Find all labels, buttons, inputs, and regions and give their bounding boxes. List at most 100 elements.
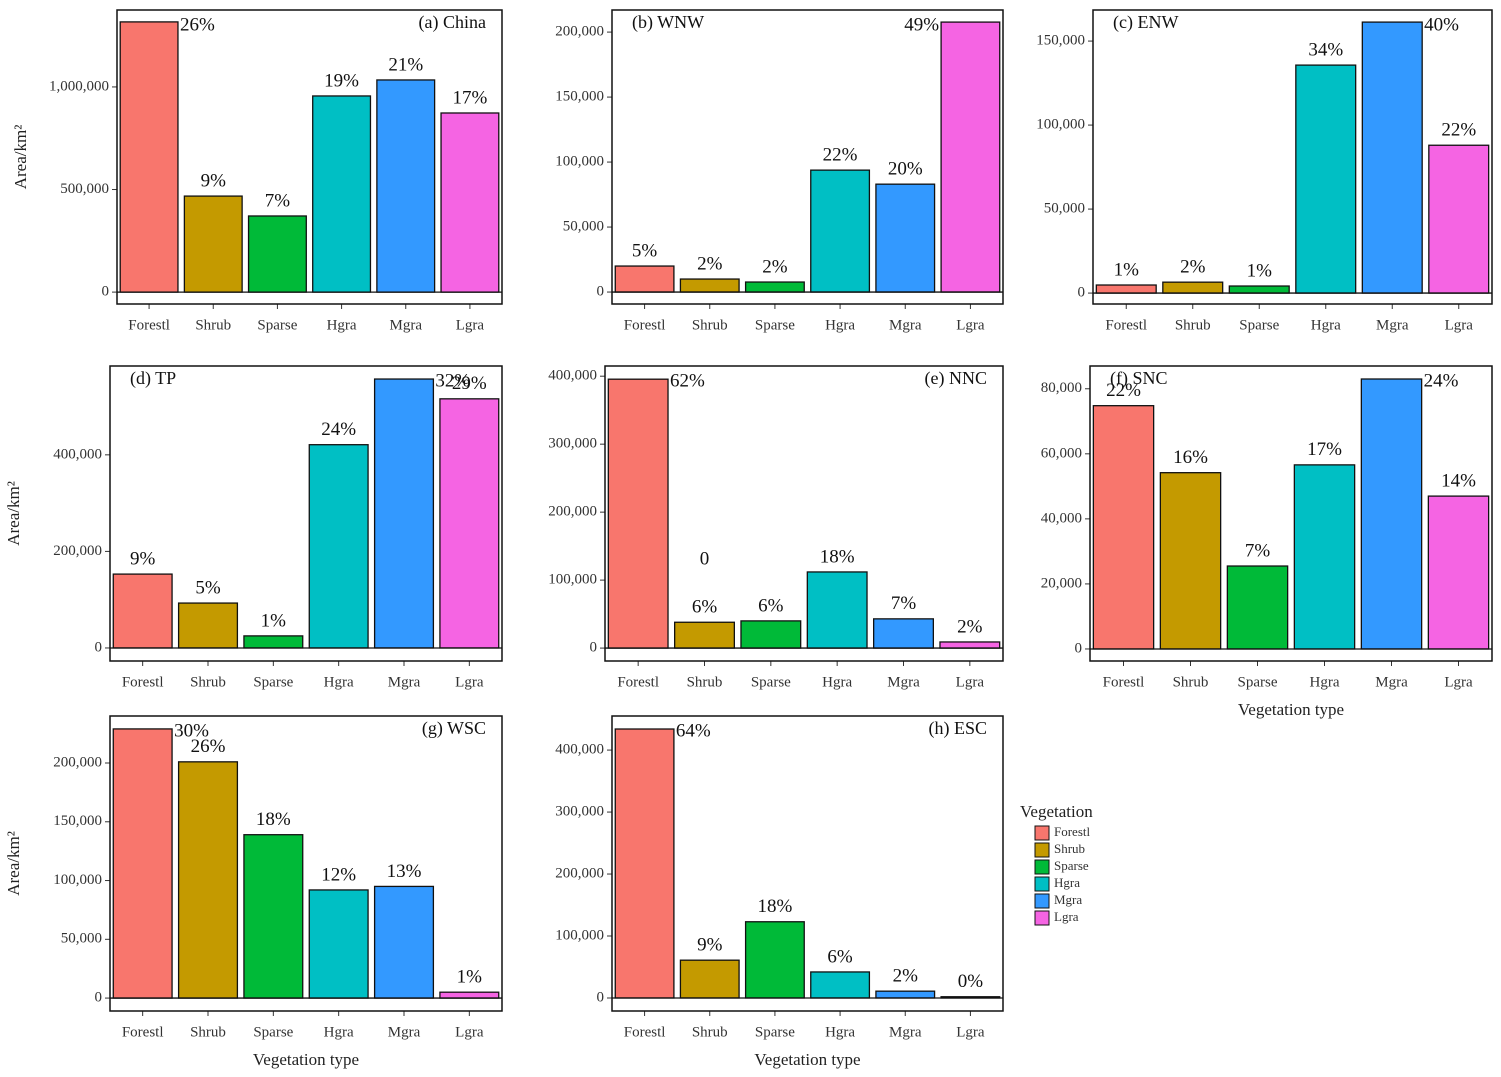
bar — [177, 761, 239, 999]
panel-title: (b) WNW — [632, 12, 704, 33]
y-tick-label: 200,000 — [555, 24, 604, 40]
y-tick-label: 0 — [590, 640, 598, 656]
percent-label: 22% — [823, 144, 858, 165]
x-tick-label: Hgra — [1311, 317, 1341, 333]
panel-frame — [604, 365, 1004, 662]
bar — [243, 834, 304, 999]
bar — [308, 889, 369, 999]
y-tick-label: 100,000 — [555, 927, 604, 943]
bar — [875, 183, 936, 293]
percent-label: 6% — [827, 946, 853, 967]
y-tick-label: 200,000 — [555, 865, 604, 881]
percent-label: 17% — [1307, 439, 1342, 460]
x-tick-label: Hgra — [822, 674, 852, 690]
x-tick-label: Mgra — [889, 317, 922, 333]
y-tick-label: 50,000 — [563, 218, 604, 234]
percent-label: 24% — [1424, 370, 1459, 391]
panel-frame — [116, 9, 503, 305]
y-tick-label: 20,000 — [1041, 575, 1082, 591]
y-tick-label: 0 — [102, 284, 110, 300]
x-tick-label: Shrub — [190, 1024, 226, 1040]
x-tick-label: Sparse — [755, 1024, 795, 1040]
x-tick-label: Lgra — [455, 674, 484, 690]
bar — [939, 641, 1001, 649]
percent-label: 2% — [1180, 257, 1206, 278]
y-tick-label: 40,000 — [1041, 510, 1082, 526]
bar — [940, 21, 1001, 293]
x-tick-label: Lgra — [1444, 674, 1473, 690]
bar — [243, 635, 304, 649]
bar — [614, 265, 675, 293]
bar — [440, 112, 500, 293]
x-tick-label: Forestl — [624, 317, 666, 333]
legend-label: Mgra — [1054, 892, 1082, 907]
x-tick-label: Lgra — [455, 1024, 484, 1040]
x-axis-label: Vegetation type — [754, 1050, 860, 1069]
x-tick-label: Shrub — [687, 674, 723, 690]
percent-label: 17% — [453, 87, 488, 108]
panel-title: (f) SNC — [1110, 368, 1168, 389]
percent-label: 7% — [1245, 540, 1271, 561]
percent-label: 9% — [130, 548, 156, 569]
percent-label: 40% — [1424, 14, 1459, 35]
x-tick-label: Sparse — [1238, 674, 1278, 690]
x-tick-label: Hgra — [324, 1024, 354, 1040]
percent-label: 22% — [1441, 120, 1476, 141]
y-tick-label: 500,000 — [60, 181, 109, 197]
x-tick-label: Mgra — [388, 674, 421, 690]
bar — [1159, 472, 1222, 650]
bar — [810, 971, 871, 999]
bar — [247, 215, 307, 293]
x-tick-label: Shrub — [1173, 674, 1209, 690]
bar — [177, 602, 239, 649]
legend-swatch — [1034, 825, 1050, 841]
percent-label: 62% — [670, 370, 705, 391]
x-tick-label: Sparse — [253, 674, 293, 690]
x-tick-label: Forestl — [122, 1024, 164, 1040]
x-tick-label: Hgra — [324, 674, 354, 690]
bar — [1295, 64, 1357, 294]
bar — [1095, 284, 1157, 294]
x-tick-label: Shrub — [1175, 317, 1211, 333]
percent-label: 1% — [261, 610, 287, 631]
x-tick-label: Shrub — [190, 674, 226, 690]
bar — [112, 728, 173, 999]
bar — [607, 378, 669, 649]
bar — [806, 571, 868, 649]
legend-label: Hgra — [1054, 875, 1080, 890]
x-tick-label: Lgra — [956, 1024, 985, 1040]
percent-label: 26% — [180, 14, 215, 35]
percent-label: 19% — [324, 70, 359, 91]
x-tick-label: Lgra — [456, 317, 485, 333]
y-tick-label: 1,000,000 — [49, 78, 109, 94]
percent-label: 5% — [195, 577, 221, 598]
bar — [119, 21, 179, 293]
bar — [679, 959, 740, 999]
bar — [312, 95, 372, 293]
x-tick-label: Sparse — [755, 317, 795, 333]
percent-label: 26% — [191, 736, 226, 757]
panel-frame — [1092, 9, 1493, 305]
x-tick-label: Forestl — [617, 674, 659, 690]
bar — [679, 278, 740, 293]
x-tick-label: Sparse — [1239, 317, 1279, 333]
panel-frame — [109, 365, 503, 662]
bar — [1360, 378, 1423, 650]
bar — [873, 618, 935, 649]
y-tick-label: 400,000 — [53, 446, 102, 462]
panel-frame — [109, 715, 503, 1012]
y-tick-label: 400,000 — [555, 742, 604, 758]
x-tick-label: Mgra — [390, 317, 423, 333]
bar — [439, 991, 500, 999]
bar — [1092, 405, 1155, 650]
panel-frame — [611, 9, 1004, 305]
percent-label: 9% — [697, 935, 723, 956]
x-axis-label: Vegetation type — [253, 1050, 359, 1069]
panel-title: (a) China — [419, 12, 486, 33]
x-tick-label: Lgra — [1445, 317, 1474, 333]
x-tick-label: Hgra — [1310, 674, 1340, 690]
x-tick-label: Forestl — [624, 1024, 666, 1040]
percent-label: 7% — [891, 593, 917, 614]
percent-label: 29% — [452, 373, 487, 394]
